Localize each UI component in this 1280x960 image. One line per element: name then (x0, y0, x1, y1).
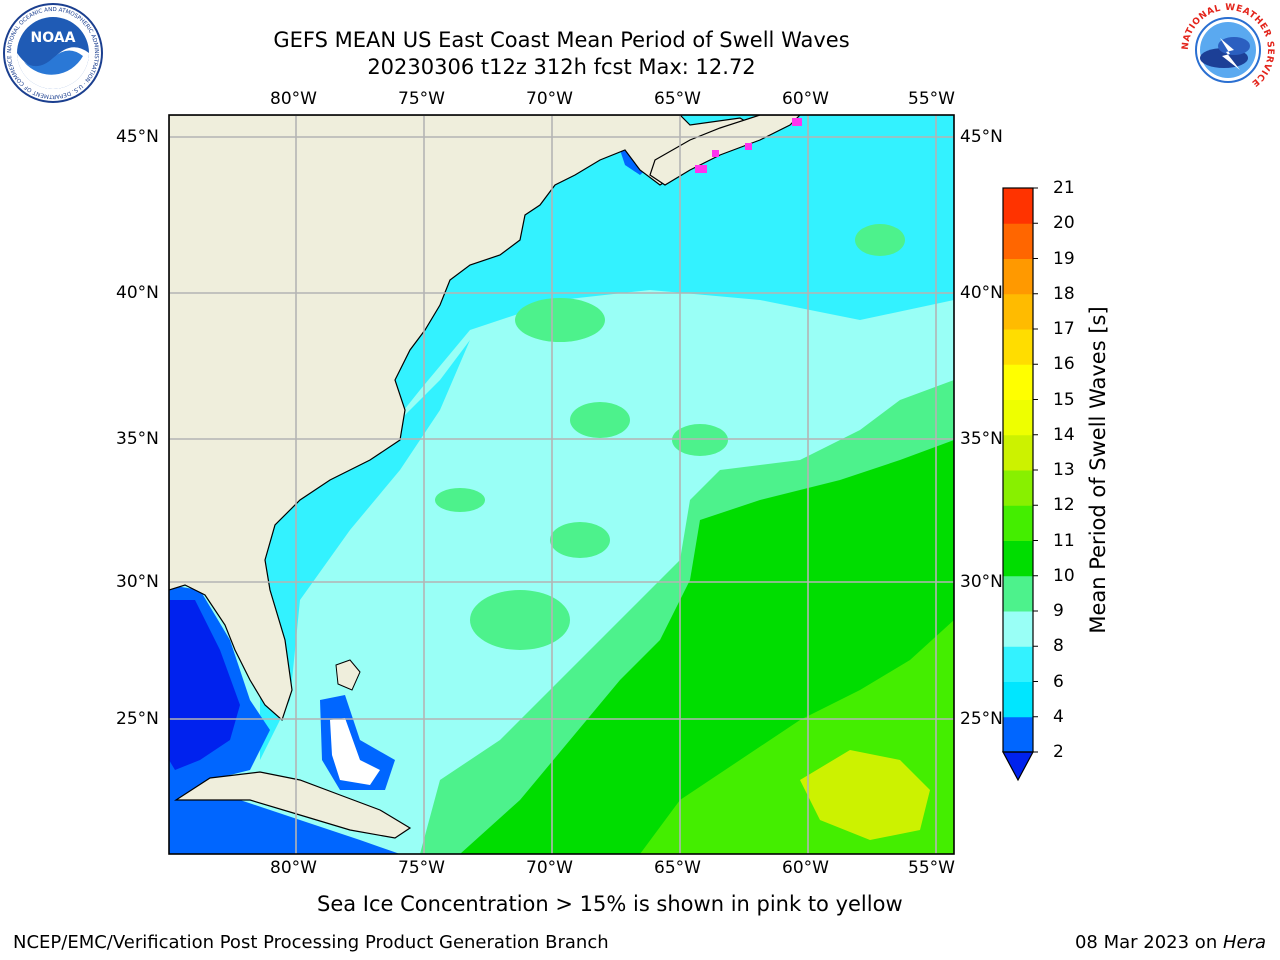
noaa-logo: NOAA NATIONAL OCEANIC AND ATMOSPHERIC AD… (2, 2, 104, 104)
colorbar-tick-label: 14 (1053, 424, 1075, 445)
colorbar-segment (1003, 575, 1033, 612)
map-gridlines (169, 115, 954, 854)
lon-label-top: 65°W (654, 89, 701, 109)
lon-label-top: 60°W (782, 89, 829, 109)
land-bahamas-north (335, 659, 361, 691)
bahamas-bank (330, 718, 380, 785)
chart-subtitle: 20230306 t12z 312h fcst Max: 12.72 (367, 55, 756, 79)
colorbar-tick-label: 20 (1053, 213, 1075, 234)
lat-label-left: 25°N (116, 709, 159, 729)
lon-label-top: 55°W (908, 89, 955, 109)
colorbar-ticks: 2 4 6 8 9 10 11 12 13 14 15 16 17 18 19 20 21 (1053, 178, 1093, 770)
footer-date: 08 Mar 2023 on Hera (1075, 932, 1266, 954)
colorbar-tick-label: 12 (1053, 495, 1075, 516)
colorbar-label: Mean Period of Swell Waves [s] (1086, 306, 1110, 634)
colorbar-segment (1003, 258, 1033, 295)
nws-logo: NATIONAL WEATHER SERVICE (1178, 0, 1278, 100)
colorbar-tick-label: 19 (1053, 248, 1075, 269)
lon-label-bottom: 80°W (270, 858, 317, 878)
colorbar-extend-arrow (1001, 751, 1035, 782)
colorbar-tick-label: 15 (1053, 389, 1075, 410)
colorbar-tick-label: 10 (1053, 565, 1075, 586)
lat-label-left: 40°N (116, 283, 159, 303)
colorbar-segment (1003, 611, 1033, 647)
land-nova-scotia (649, 115, 801, 186)
colorbar-segment (1003, 434, 1033, 471)
colorbar-tick-label: 4 (1053, 706, 1064, 727)
lat-label-left: 30°N (116, 572, 159, 592)
swell-zone-12-13 (800, 750, 930, 840)
footer-credit: NCEP/EMC/Verification Post Processing Pr… (13, 932, 609, 953)
colorbar-segment (1003, 188, 1033, 224)
lat-label-right: 45°N (960, 127, 1003, 147)
colorbar-tick-label: 9 (1053, 601, 1064, 621)
lat-label-left: 35°N (116, 429, 159, 449)
colorbar-tick-label: 16 (1053, 354, 1075, 375)
colorbar-segment (1003, 716, 1033, 753)
colorbar-segment (1003, 540, 1033, 577)
lon-label-top: 70°W (526, 89, 573, 109)
swell-zone-gulf-dark (169, 600, 240, 770)
sea-ice-note: Sea Ice Concentration > 15% is shown in … (317, 892, 903, 916)
colorbar-segment (1003, 329, 1033, 365)
map-frame (168, 114, 955, 855)
lon-label-bottom: 70°W (526, 858, 573, 878)
colorbar-tick-label: 13 (1053, 460, 1075, 480)
colorbar-svg (1001, 187, 1038, 782)
lon-label-bottom: 65°W (654, 858, 701, 878)
svg-text:NOAA: NOAA (31, 30, 76, 46)
colorbar-segment (1003, 364, 1033, 400)
lat-label-right: 30°N (960, 572, 1003, 592)
footer-host: Hera (1222, 932, 1266, 953)
lon-label-bottom: 75°W (398, 858, 445, 878)
colorbar-tick-label: 21 (1053, 178, 1075, 198)
lon-label-bottom: 55°W (908, 858, 955, 878)
colorbar-tick-label: 6 (1053, 671, 1064, 692)
swell-zone-caribbean (169, 800, 400, 854)
colorbar-tick-label: 11 (1053, 530, 1075, 551)
colorbar-tick-label: 2 (1053, 742, 1064, 762)
colorbar-segment (1003, 223, 1033, 259)
land-cuba (173, 771, 412, 839)
lat-label-right: 40°N (960, 283, 1003, 303)
lat-label-right: 35°N (960, 429, 1003, 449)
lon-label-bottom: 60°W (782, 858, 829, 878)
colorbar-segment (1003, 470, 1033, 506)
lat-label-right: 25°N (960, 709, 1003, 729)
colorbar-tick-label: 8 (1053, 636, 1064, 657)
colorbar-tick-label: 18 (1053, 283, 1075, 304)
swell-field (169, 115, 954, 854)
chart-title: GEFS MEAN US East Coast Mean Period of S… (273, 28, 850, 52)
lon-label-top: 80°W (270, 89, 317, 109)
swell-zone-green-patches (435, 224, 905, 650)
colorbar-tick-label: 17 (1053, 319, 1075, 339)
lat-label-left: 45°N (116, 127, 159, 147)
colorbar (995, 180, 1055, 790)
colorbar-segment (1003, 399, 1033, 436)
footer-date-text: 08 Mar 2023 on (1074, 932, 1223, 953)
colorbar-segment (1003, 505, 1033, 541)
colorbar-segment (1003, 681, 1033, 718)
sea-ice-markers (695, 118, 802, 173)
colorbar-segment (1003, 293, 1033, 330)
lon-label-top: 75°W (398, 89, 445, 109)
colorbar-segment (1003, 646, 1033, 682)
